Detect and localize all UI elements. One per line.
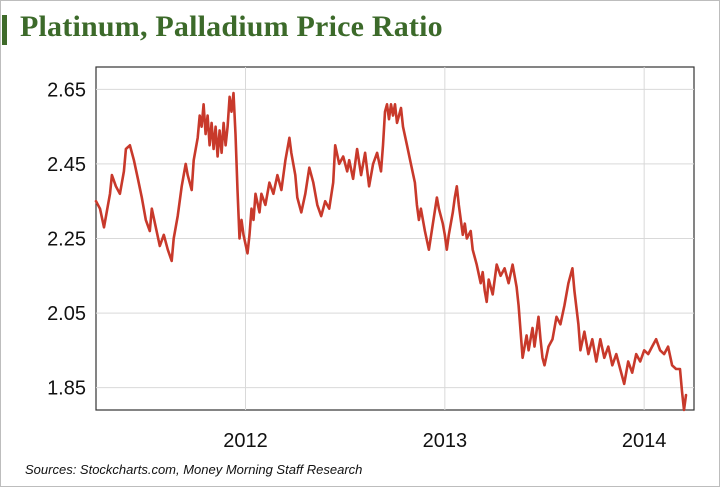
series-line bbox=[94, 91, 688, 412]
x-axis-ticks: 2012 2013 2014 bbox=[223, 430, 666, 452]
y-tick-label: 2.45 bbox=[47, 154, 86, 176]
y-axis-ticks: 1.85 2.05 2.25 2.45 2.65 bbox=[47, 79, 86, 399]
y-tick-label: 2.05 bbox=[47, 303, 86, 325]
y-tick-label: 1.85 bbox=[47, 378, 86, 400]
series-group bbox=[94, 91, 688, 412]
chart-title: Platinum, Palladium Price Ratio bbox=[20, 10, 443, 43]
y-tick-label: 2.65 bbox=[47, 79, 86, 101]
x-tick-label: 2014 bbox=[622, 430, 667, 452]
y-tick-label: 2.25 bbox=[47, 229, 86, 251]
title-accent-bar bbox=[2, 15, 7, 45]
x-tick-label: 2013 bbox=[423, 430, 468, 452]
source-note: Sources: Stockcharts.com, Money Morning … bbox=[25, 462, 363, 477]
x-tick-label: 2012 bbox=[223, 430, 268, 452]
